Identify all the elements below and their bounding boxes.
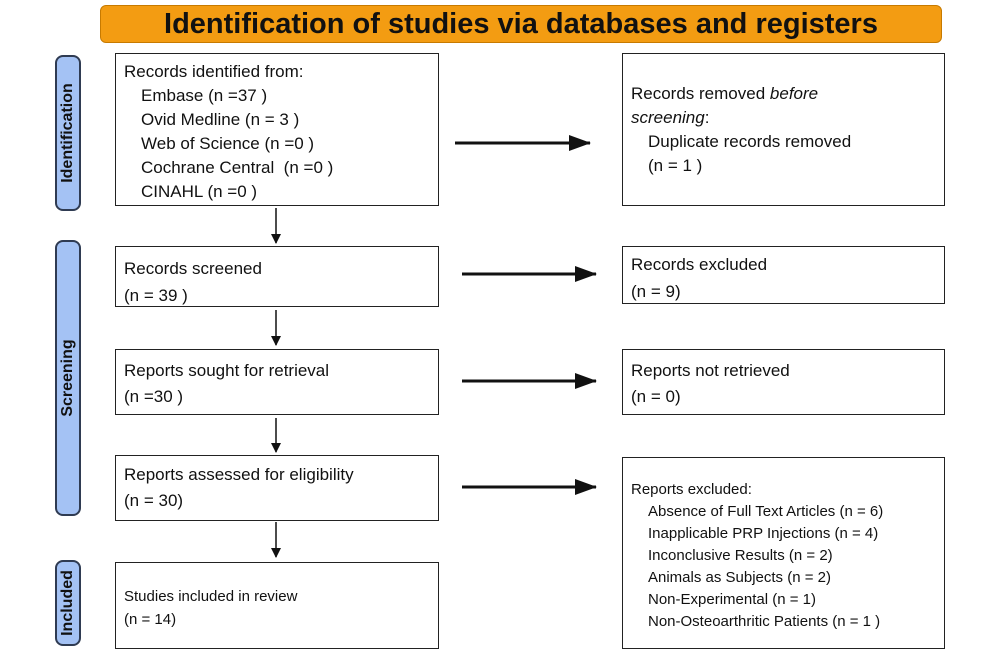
included-box: Studies included in review (n = 14) — [115, 562, 439, 649]
box-line: Duplicate records removed — [648, 132, 852, 151]
source: Web of Science (n =0 ) — [141, 134, 315, 153]
box-line: Studies included in review — [124, 588, 298, 605]
reason: Animals as Subjects (n = 2) — [648, 569, 831, 586]
excluded-box: Records excluded (n = 9) — [622, 246, 945, 304]
phase-label: Identification — [55, 55, 81, 211]
box-line: Records excluded — [631, 255, 768, 274]
box-line: (n = 39 ) — [124, 286, 188, 305]
box-heading: Records identified from: — [124, 62, 304, 81]
heading-emphasis: before screening — [631, 84, 819, 127]
assessed-box: Reports assessed for eligibility (n = 30… — [115, 455, 439, 521]
box-line: (n =30 ) — [124, 387, 184, 406]
reason: Non-Osteoarthritic Patients (n = 1 ) — [648, 613, 881, 630]
source: CINAHL (n =0 ) — [141, 182, 258, 201]
box-line: (n = 14) — [124, 611, 177, 628]
title-bar: Identification of studies via databases … — [100, 5, 942, 43]
box-line: Reports assessed for eligibility — [124, 465, 354, 484]
phase-label: Screening — [55, 240, 81, 516]
sought-box: Reports sought for retrieval (n =30 ) — [115, 349, 439, 415]
title: Identification of studies via databases … — [164, 8, 878, 40]
box-line: (n = 0) — [631, 387, 681, 406]
box-heading: Records removed before screening: — [631, 82, 871, 130]
arrow-group — [271, 135, 597, 558]
box-line: (n = 9) — [631, 282, 681, 301]
records-box: Records identified from: Embase (n =37 )… — [115, 53, 439, 206]
box-line: Reports sought for retrieval — [124, 361, 330, 380]
source: Ovid Medline (n = 3 ) — [141, 110, 300, 129]
reason: Absence of Full Text Articles (n = 6) — [648, 503, 884, 520]
box-line: Reports not retrieved — [631, 361, 790, 380]
reason: Non-Experimental (n = 1) — [648, 591, 816, 608]
heading-text: : — [704, 108, 710, 127]
reason: Inconclusive Results (n = 2) — [648, 547, 833, 564]
source: Embase (n =37 ) — [141, 86, 268, 105]
not-retrieved-box: Reports not retrieved (n = 0) — [622, 349, 945, 415]
phase-label: Included — [55, 560, 81, 646]
removed-box: Records removed before screening: Duplic… — [622, 53, 945, 206]
screened-box: Records screened (n = 39 ) — [115, 246, 439, 307]
box-line: (n = 30) — [124, 491, 184, 510]
box-line: (n = 1 ) — [648, 156, 703, 175]
box-line: Records screened — [124, 259, 262, 278]
reason: Inapplicable PRP Injections (n = 4) — [648, 525, 879, 542]
heading-text: Records removed — [631, 84, 766, 103]
box-heading: Reports excluded: — [631, 481, 752, 498]
source: Cochrane Central (n =0 ) — [141, 158, 334, 177]
reports-excluded-box: Reports excluded: Absence of Full Text A… — [622, 457, 945, 649]
